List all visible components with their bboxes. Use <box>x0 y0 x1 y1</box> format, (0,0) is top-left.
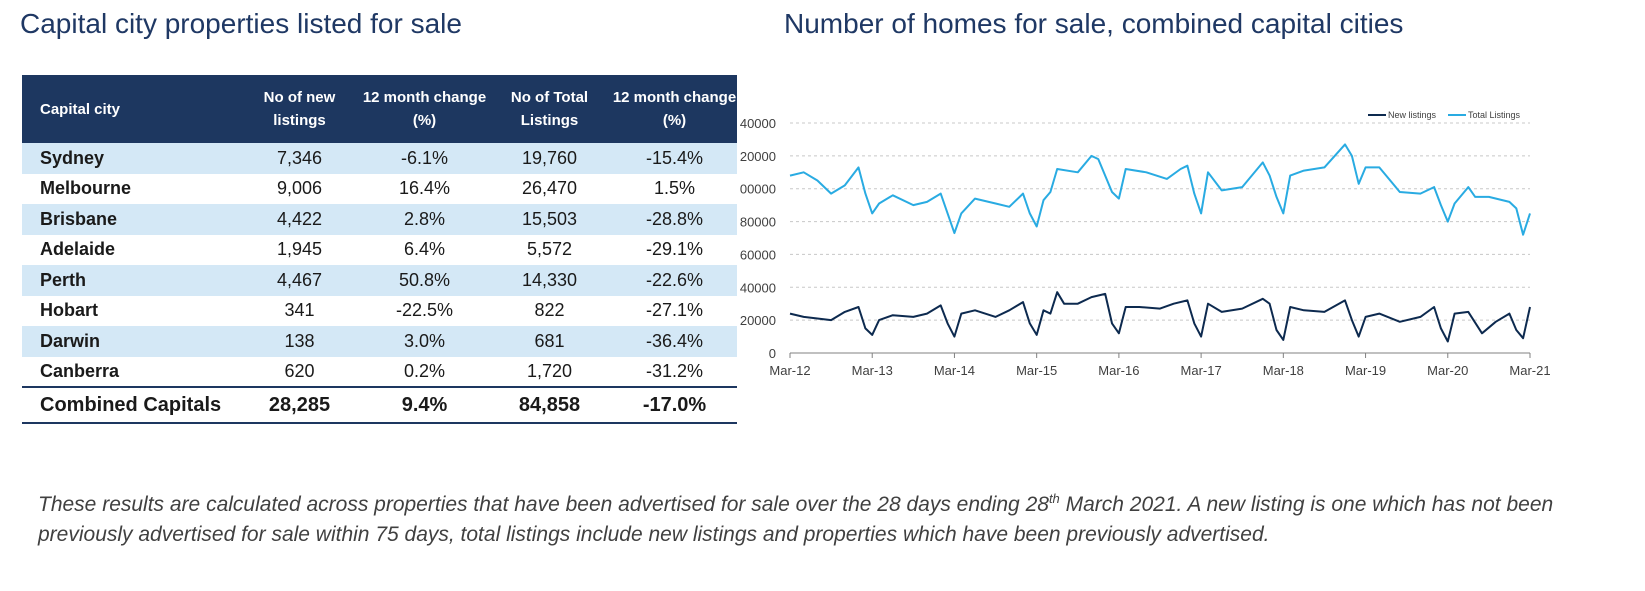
x-tick-label: Mar-21 <box>1509 363 1550 378</box>
header-total-change: 12 month change (%) <box>612 75 737 143</box>
city-name: Brisbane <box>22 204 237 235</box>
legend-label: Total Listings <box>1468 110 1521 120</box>
total-listings-value: 26,470 <box>521 178 578 199</box>
new-change-value: 2.8% <box>362 204 487 235</box>
header-new-change: 12 month change (%) <box>362 75 487 143</box>
y-tick-label: 100000 <box>740 182 776 197</box>
total-change-value: -27.1% <box>645 300 704 321</box>
total-new-change-value: 9.4% <box>362 386 487 424</box>
total-change-value: -22.6% <box>612 265 737 296</box>
total-listings-value: 14,330 <box>487 265 612 296</box>
table-row: Brisbane 4,422 2.8% 15,503 -28.8% <box>22 204 737 235</box>
table-title: Capital city properties listed for sale <box>20 8 462 39</box>
total-new-listings-value: 28,285 <box>237 386 362 424</box>
total-change-value: 1.5% <box>653 178 696 199</box>
header-capital-city: Capital city <box>22 75 237 143</box>
table-row: Perth 4,467 50.8% 14,330 -22.6% <box>22 265 737 296</box>
y-tick-label: 80000 <box>740 215 776 230</box>
table-row: Darwin 138 3.0% 681 -36.4% <box>22 326 737 357</box>
new-listings-value: 138 <box>237 326 362 357</box>
new-change-value: -6.1% <box>362 143 487 174</box>
y-tick-label: 60000 <box>740 247 776 262</box>
total-change-value: -31.2% <box>645 360 704 381</box>
footnote: These results are calculated across prop… <box>38 490 1598 550</box>
total-listings-value: 15,503 <box>487 204 612 235</box>
x-tick-label: Mar-18 <box>1263 363 1304 378</box>
new-change-value: 16.4% <box>398 178 451 199</box>
new-listings-value: 4,422 <box>237 204 362 235</box>
footnote-superscript: th <box>1048 491 1060 506</box>
x-tick-label: Mar-16 <box>1098 363 1139 378</box>
table-row: Adelaide 1,945 6.4% 5,572 -29.1% <box>22 235 737 266</box>
city-name: Canberra <box>40 360 120 381</box>
total-city-name: Combined Capitals <box>22 386 237 424</box>
chart-title: Number of homes for sale, combined capit… <box>784 8 1404 39</box>
total-change-value: -36.4% <box>612 326 737 357</box>
footnote-text-2: March 2021. A new listing is one which h… <box>38 493 1554 546</box>
table-row: Melbourne 9,006 16.4% 26,470 1.5% <box>22 174 737 205</box>
x-tick-label: Mar-13 <box>852 363 893 378</box>
new-change-value: 6.4% <box>403 239 446 260</box>
header-new-listings: No of new listings <box>237 75 362 143</box>
city-name: Adelaide <box>40 239 116 260</box>
city-name: Melbourne <box>40 178 132 199</box>
y-tick-label: 20000 <box>740 313 776 328</box>
total-listings-value: 681 <box>487 326 612 357</box>
x-tick-label: Mar-17 <box>1181 363 1222 378</box>
city-name: Darwin <box>22 326 237 357</box>
new-change-value: 50.8% <box>362 265 487 296</box>
listings-table: Capital city No of new listings 12 month… <box>22 75 737 424</box>
table-total-row: Combined Capitals 28,285 9.4% 84,858 -17… <box>22 386 737 424</box>
y-tick-label: 140000 <box>740 116 776 131</box>
new-change-value: 0.2% <box>403 360 446 381</box>
footnote-text-1: These results are calculated across prop… <box>38 493 1049 516</box>
legend-label: New listings <box>1388 110 1437 120</box>
total-change-value: -29.1% <box>645 239 704 260</box>
series-line-new-listings <box>789 291 1531 343</box>
table-row: Hobart 341 -22.5% 822 -27.1% <box>22 296 737 327</box>
new-listings-value: 341 <box>284 300 315 321</box>
y-tick-label: 0 <box>769 346 776 361</box>
total-listings-value: 19,760 <box>487 143 612 174</box>
total-change-value: -15.4% <box>612 143 737 174</box>
total-change-value: -28.8% <box>612 204 737 235</box>
city-name: Sydney <box>22 143 237 174</box>
table-row: Sydney 7,346 -6.1% 19,760 -15.4% <box>22 143 737 174</box>
new-listings-value: 9,006 <box>276 178 323 199</box>
listings-line-chart: 0 20000 40000 60000 80000 100000 120000 140000 M… <box>740 110 1551 378</box>
x-tick-label: Mar-19 <box>1345 363 1386 378</box>
city-name: Hobart <box>40 300 98 321</box>
x-tick-label: Mar-15 <box>1016 363 1057 378</box>
listings-table-container: Capital city No of new listings 12 month… <box>22 75 737 424</box>
table-header-row: Capital city No of new listings 12 month… <box>22 75 737 143</box>
y-tick-label: 40000 <box>740 280 776 295</box>
x-tick-label: Mar-12 <box>769 363 810 378</box>
new-listings-value: 7,346 <box>237 143 362 174</box>
x-tick-label: Mar-20 <box>1427 363 1468 378</box>
new-change-value: -22.5% <box>395 300 454 321</box>
table-row: Canberra 620 0.2% 1,720 -31.2% <box>22 357 737 388</box>
new-change-value: 3.0% <box>362 326 487 357</box>
y-tick-label: 120000 <box>740 149 776 164</box>
total-listings-value: 1,720 <box>526 360 573 381</box>
total-listings-value: 5,572 <box>526 239 573 260</box>
city-name: Perth <box>22 265 237 296</box>
new-listings-value: 1,945 <box>276 239 323 260</box>
total-total-listings-value: 84,858 <box>487 386 612 424</box>
new-listings-value: 620 <box>284 360 315 381</box>
series-line-total-listings <box>789 143 1531 236</box>
new-listings-value: 4,467 <box>237 265 362 296</box>
x-tick-label: Mar-14 <box>934 363 975 378</box>
total-listings-value: 822 <box>534 300 565 321</box>
header-total-listings: No of Total Listings <box>487 75 612 143</box>
total-total-change-value: -17.0% <box>612 386 737 424</box>
